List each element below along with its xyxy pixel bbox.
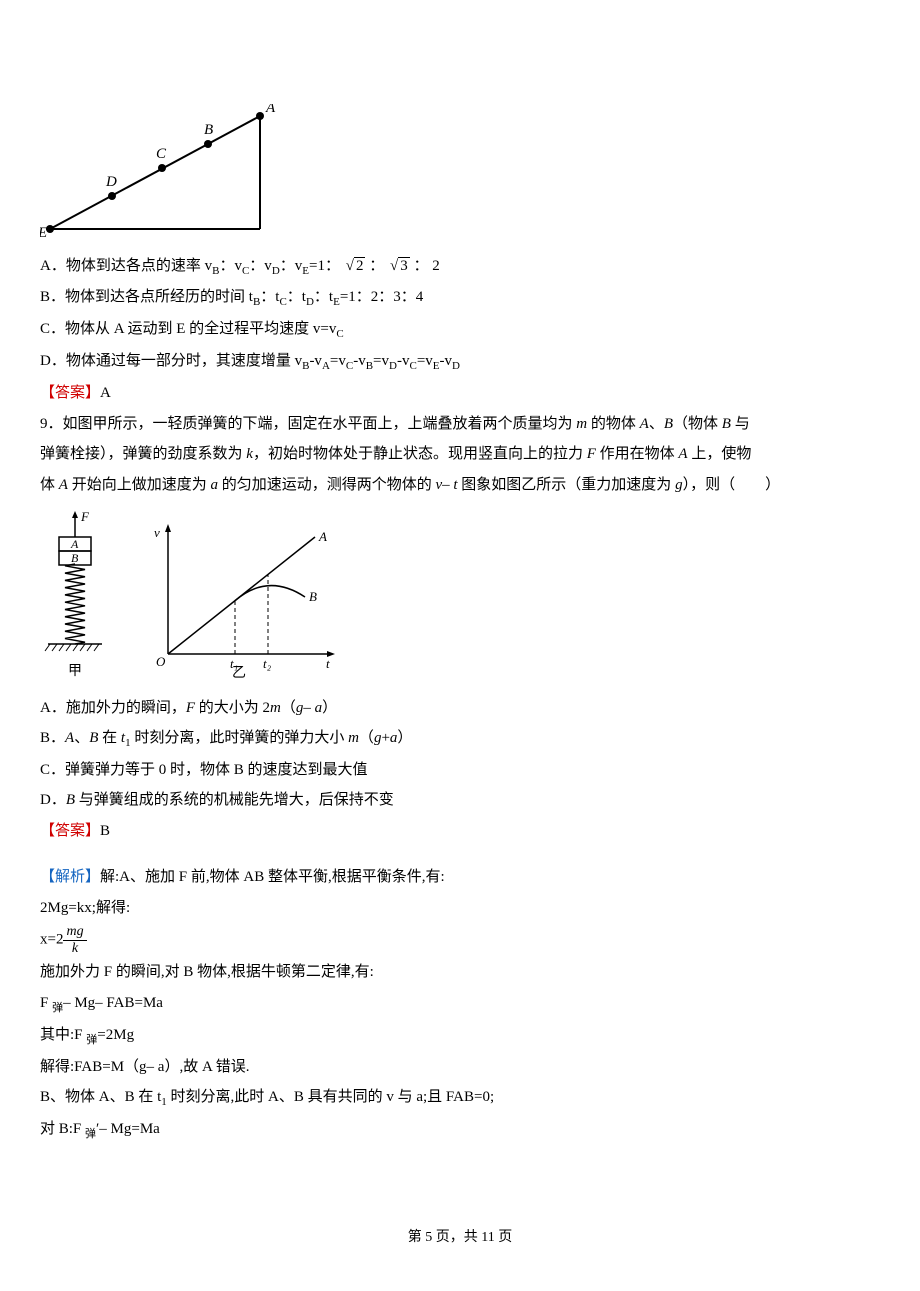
text: ：v <box>219 258 242 274</box>
var: m <box>576 416 587 432</box>
svg-text:v: v <box>154 525 160 540</box>
incline-diagram: E D C B A <box>40 104 285 239</box>
explain-label: 【解析】 <box>40 869 100 885</box>
svg-text:t: t <box>326 656 330 671</box>
svg-text:E: E <box>40 225 47 239</box>
text: 与 <box>731 416 750 432</box>
svg-text:乙: 乙 <box>232 665 246 679</box>
text: A．物体到达各点的速率 v <box>40 258 212 274</box>
var: a <box>210 477 218 493</box>
spring-diagram-wrap: FAB 甲 <box>40 509 110 690</box>
svg-text:A: A <box>70 537 79 551</box>
var: B <box>722 416 731 432</box>
q9-explain-line3: x=2mgk <box>40 924 880 956</box>
var: A <box>678 446 687 462</box>
text: 弹簧栓接），弹簧的劲度系数为 <box>40 446 246 462</box>
q8-option-d: D．物体通过每一部分时，其速度增量 vB-vA=vC-vB=vD-vC=vE-v… <box>40 347 880 377</box>
q9-explain-line5: F 弹– Mg– FAB=Ma <box>40 989 880 1019</box>
q9-explain-line7: 解得:FAB=M（g– a）,故 A 错误. <box>40 1053 880 1082</box>
q8-answer: 【答案】A <box>40 379 880 408</box>
text: ，初始时物体处于静止状态。现用竖直向上的拉力 <box>253 446 587 462</box>
vt-graph: Ovtt₁t₂AB乙 <box>140 519 340 679</box>
q9-explain-line9: 对 B:F 弹′– Mg=Ma <box>40 1115 880 1145</box>
text: ： 2 <box>410 258 440 274</box>
text: 第 <box>408 1230 426 1245</box>
svg-text:D: D <box>105 174 117 190</box>
var: A <box>59 477 68 493</box>
svg-text:甲: 甲 <box>68 664 82 679</box>
text: 上，使物 <box>688 446 752 462</box>
text: =1： <box>309 258 344 274</box>
answer-label: 【答案】 <box>40 385 100 401</box>
text: 图象如图乙所示（重力加速度为 <box>458 477 676 493</box>
svg-text:B: B <box>71 551 79 565</box>
answer-label: 【答案】 <box>40 823 100 839</box>
var: F <box>587 446 596 462</box>
svg-text:C: C <box>156 146 167 162</box>
text: 解:A、施加 F 前,物体 AB 整体平衡,根据平衡条件,有: <box>100 869 445 885</box>
q9-figures: FAB甲 Ovtt₁t₂AB乙 <box>40 509 880 690</box>
sqrt-val: 2 <box>354 257 366 274</box>
svg-text:F: F <box>80 509 90 524</box>
svg-text:A: A <box>265 104 276 116</box>
q8-option-c: C．物体从 A 运动到 E 的全过程平均速度 v=vC <box>40 315 880 345</box>
text: 如图甲所示，一轻质弹簧的下端，固定在水平面上，上端叠放着两个质量均为 <box>63 416 577 432</box>
answer-value: B <box>100 823 110 839</box>
text: （物体 <box>673 416 722 432</box>
page-total: 11 <box>481 1230 494 1245</box>
frac-num: mg <box>63 924 86 940</box>
frac-den: k <box>63 941 86 956</box>
text: ：v <box>249 258 272 274</box>
q9-option-d: D．B 与弹簧组成的系统的机械能先增大，后保持不变 <box>40 786 880 815</box>
answer-value: A <box>100 385 111 401</box>
q9-explain-line8: B、物体 A、B 在 t1 时刻分离,此时 A、B 具有共同的 v 与 a;且 … <box>40 1083 880 1113</box>
var: g <box>675 477 683 493</box>
svg-text:t₂: t₂ <box>263 656 272 671</box>
q8-figure: E D C B A <box>40 104 880 250</box>
text: 的匀加速运动，测得两个物体的 <box>218 477 436 493</box>
q9-option-b: B．A、B 在 t1 时刻分离，此时弹簧的弹力大小 m（g+a） <box>40 724 880 754</box>
text: 体 <box>40 477 59 493</box>
q-number: 9． <box>40 416 63 432</box>
text: 的物体 <box>587 416 640 432</box>
page-footer: 第 5 页，共 11 页 <box>40 1225 880 1252</box>
text: ： <box>365 258 388 274</box>
text: 作用在物体 <box>596 446 679 462</box>
q8-option-b: B．物体到达各点所经历的时间 tB：tC：tD：tE=1：2：3：4 <box>40 283 880 313</box>
q9-option-a: A．施加外力的瞬间，F 的大小为 2m（g– a） <box>40 694 880 723</box>
q9-option-c: C．弹簧弹力等于 0 时，物体 B 的速度达到最大值 <box>40 756 880 785</box>
q9-explain-line6: 其中:F 弹=2Mg <box>40 1021 880 1051</box>
text: ），则（ ） <box>683 477 781 493</box>
q9-stem-line2: 弹簧栓接），弹簧的劲度系数为 k，初始时物体处于静止状态。现用竖直向上的拉力 F… <box>40 440 880 469</box>
text: 页 <box>495 1230 513 1245</box>
sqrt-val: 3 <box>398 257 410 274</box>
q9-explain-line2: 2Mg=kx;解得: <box>40 894 880 923</box>
svg-text:B: B <box>309 589 317 604</box>
var: B <box>664 416 673 432</box>
text: ：v <box>280 258 303 274</box>
text: x=2 <box>40 932 63 948</box>
q9-stem-line3: 体 A 开始向上做加速度为 a 的匀加速运动，测得两个物体的 v– t 图象如图… <box>40 471 880 500</box>
spring-diagram: FAB 甲 <box>40 509 110 679</box>
q9-explain-line4: 施加外力 F 的瞬间,对 B 物体,根据牛顿第二定律,有: <box>40 958 880 987</box>
q9-explain-line1: 【解析】解:A、施加 F 前,物体 AB 整体平衡,根据平衡条件,有: <box>40 863 880 892</box>
text: 、 <box>649 416 664 432</box>
svg-text:A: A <box>318 529 327 544</box>
q9-stem-line1: 9．如图甲所示，一轻质弹簧的下端，固定在水平面上，上端叠放着两个质量均为 m 的… <box>40 410 880 439</box>
q9-answer: 【答案】B <box>40 817 880 846</box>
svg-text:O: O <box>156 654 166 669</box>
text: 页，共 <box>432 1230 481 1245</box>
q8-option-a: A．物体到达各点的速率 vB：vC：vD：vE=1： 2 ： 3 ： 2 <box>40 252 880 282</box>
var: k <box>246 446 253 462</box>
vt-graph-wrap: Ovtt₁t₂AB乙 <box>140 519 340 690</box>
svg-text:B: B <box>204 122 213 138</box>
var: v– t <box>435 477 457 493</box>
text: 开始向上做加速度为 <box>68 477 211 493</box>
var: A <box>640 416 649 432</box>
